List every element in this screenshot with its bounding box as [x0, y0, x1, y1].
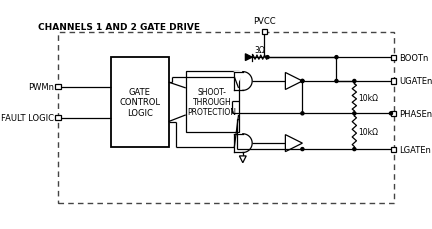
- Circle shape: [353, 80, 356, 83]
- Text: 3Ω: 3Ω: [254, 46, 265, 55]
- Circle shape: [335, 56, 338, 59]
- Circle shape: [335, 80, 338, 83]
- Circle shape: [301, 80, 304, 83]
- Bar: [391, 147, 396, 152]
- Text: LGATEn: LGATEn: [400, 145, 431, 154]
- Circle shape: [353, 148, 356, 151]
- Circle shape: [301, 148, 304, 151]
- Polygon shape: [234, 134, 252, 153]
- Text: FAULT LOGIC: FAULT LOGIC: [1, 114, 54, 123]
- Bar: [55, 116, 60, 121]
- Text: 10kΩ: 10kΩ: [358, 127, 378, 136]
- Bar: [55, 85, 60, 90]
- Text: PVCC: PVCC: [253, 17, 276, 26]
- Circle shape: [301, 112, 304, 115]
- Polygon shape: [239, 156, 246, 163]
- Text: BOOTn: BOOTn: [400, 53, 429, 62]
- Bar: [111, 58, 169, 147]
- Bar: [391, 111, 396, 116]
- Bar: [186, 71, 238, 133]
- Polygon shape: [286, 135, 302, 152]
- Polygon shape: [286, 73, 302, 90]
- Text: UGATEn: UGATEn: [400, 77, 432, 86]
- Text: GATE
CONTROL
LOGIC: GATE CONTROL LOGIC: [119, 87, 160, 117]
- Bar: [261, 30, 267, 35]
- Circle shape: [266, 56, 269, 59]
- Circle shape: [389, 112, 393, 115]
- Polygon shape: [234, 72, 252, 91]
- Text: CHANNELS 1 AND 2 GATE DRIVE: CHANNELS 1 AND 2 GATE DRIVE: [38, 23, 200, 32]
- Bar: [58, 33, 394, 203]
- Circle shape: [301, 80, 304, 83]
- Text: 10kΩ: 10kΩ: [358, 93, 378, 102]
- Text: SHOOT-
THROUGH
PROTECTION: SHOOT- THROUGH PROTECTION: [187, 87, 237, 117]
- Text: PWMn: PWMn: [28, 83, 54, 92]
- Bar: [391, 79, 396, 84]
- Polygon shape: [245, 55, 252, 61]
- Circle shape: [353, 112, 356, 115]
- Bar: [391, 55, 396, 60]
- Text: PHASEn: PHASEn: [400, 109, 432, 118]
